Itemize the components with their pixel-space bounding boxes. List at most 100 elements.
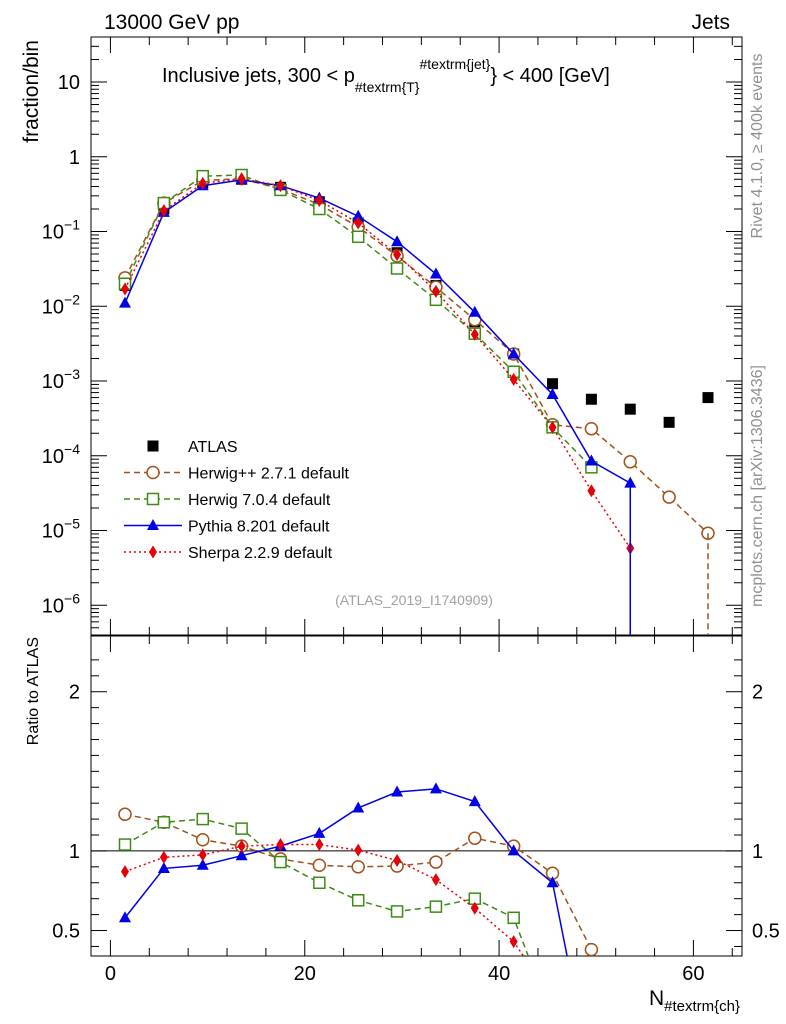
legend-entry: Pythia 8.201 default [124,519,330,536]
ratio-series-2 [119,782,568,956]
ratio-series [118,782,599,956]
x-axis-label: N#textrm{ch} [649,987,740,1015]
y-tick-label-exponent: −1 [64,217,80,233]
ratio-data-point [431,873,440,887]
ratio-data-point [351,860,365,874]
data-point [121,282,130,296]
y-tick-label: 10−5 [42,516,80,543]
legend-entry: Sherpa 2.2.9 default [124,545,333,562]
series-0 [119,173,714,428]
legend-marker [147,440,159,452]
ratio-panel-frame [90,635,743,957]
legend-label: Herwig 7.0.4 default [188,492,331,509]
data-point [391,235,404,247]
data-point [585,454,598,466]
y-tick-label: 1 [69,147,80,169]
data-point [393,248,402,262]
legend-marker [146,492,160,506]
main-series [118,168,715,635]
ratio-data-point [429,782,442,794]
legend-label: ATLAS [188,439,238,456]
ratio-series-line [124,788,568,956]
legend-label: Sherpa 2.2.9 default [188,545,333,562]
data-point [470,327,479,341]
data-point [623,455,638,469]
data-point [547,378,559,390]
ratio-data-point [118,838,132,851]
ratio-data-point [274,855,287,869]
y-tick-label-base: 10 [42,521,64,543]
series-1 [118,171,715,540]
legend-marker [146,465,160,480]
x-tick-label: 0 [105,963,116,985]
main-title-prefix: Inclusive jets, 300 < p [162,65,355,87]
x-tick-label: 20 [294,963,316,985]
data-point [390,262,404,275]
analysis-tag: (ATLAS_2019_I1740909) [335,592,493,608]
ratio-data-point [468,831,482,845]
data-point [429,267,442,279]
data-point [354,216,363,230]
mcplots-label: mcplots.cern.ch [arXiv:1306.3436] [749,365,766,607]
ratio-data-point [196,812,209,826]
y-axis-label-main: fraction/bin [20,40,43,143]
y-tick-label: 10 [58,72,80,94]
y-tick-label-exponent: −2 [64,291,80,307]
series-line [124,177,709,534]
main-title-sub: #textrm{T} [355,79,420,95]
data-point [585,393,597,405]
y-tick-label: 10−1 [42,217,80,244]
ratio-y-tick-label-left: 0.5 [52,921,80,943]
ratio-data-point [157,861,170,873]
data-point [352,209,365,221]
data-point [431,284,440,298]
ratio-data-point [470,901,479,915]
data-point [468,305,481,317]
ratio-data-point [507,844,520,856]
ratio-series-3 [121,838,525,956]
y-tick-label-exponent: −6 [64,590,80,606]
legend-label: Pythia 8.201 default [188,519,330,536]
series-line [124,177,631,549]
ratio-data-point [509,935,518,949]
data-point [198,176,207,190]
legend-entry: Herwig 7.0.4 default [124,492,331,509]
ratio-data-point [351,894,365,907]
ratio-data-point [195,833,210,847]
data-point [509,372,518,386]
ratio-data-point [312,858,327,873]
ratio-data-point [119,911,132,923]
ratio-data-point [429,855,443,869]
ratio-series-0 [118,807,599,956]
main-title: Inclusive jets, 300 < p#textrm{T} #textrm… [162,56,610,95]
data-point [662,490,676,504]
ratio-data-point [276,838,285,852]
data-point [546,387,559,399]
ratio-data-point [352,801,365,813]
legend-label: Herwig++ 2.7.1 default [188,466,350,483]
series-4 [121,172,635,555]
ratio-data-point [315,838,324,852]
ratio-y-tick-label-right: 1 [752,841,763,863]
ratio-y-tick-label-right: 2 [752,682,763,704]
rivet-label: Rivet 4.1.0, ≥ 400k events [749,54,766,239]
main-title-suffix: } < 400 [GeV] [490,65,610,87]
ratio-data-point [157,816,171,829]
ratio-data-point [313,826,326,838]
y-tick-label: 10−2 [42,291,80,318]
data-point [663,416,675,428]
ratio-axes: 0.5 0.51 12 20 20 40 60 [52,636,780,985]
legend-marker [147,519,159,530]
y-tick-label-exponent: −5 [64,516,80,532]
legend-entry: Herwig++ 2.7.1 default [124,466,350,483]
y-axis-label-ratio: Ratio to ATLAS [25,637,42,745]
ratio-data-point [196,858,209,870]
ratio-data-point [468,795,481,807]
y-tick-label-base: 10 [42,446,64,468]
ratio-data-point [118,807,132,822]
data-point [587,484,596,498]
y-tick-label: 10−6 [42,590,80,617]
ratio-y-tick-label-left: 2 [69,682,80,704]
data-point [624,476,637,488]
